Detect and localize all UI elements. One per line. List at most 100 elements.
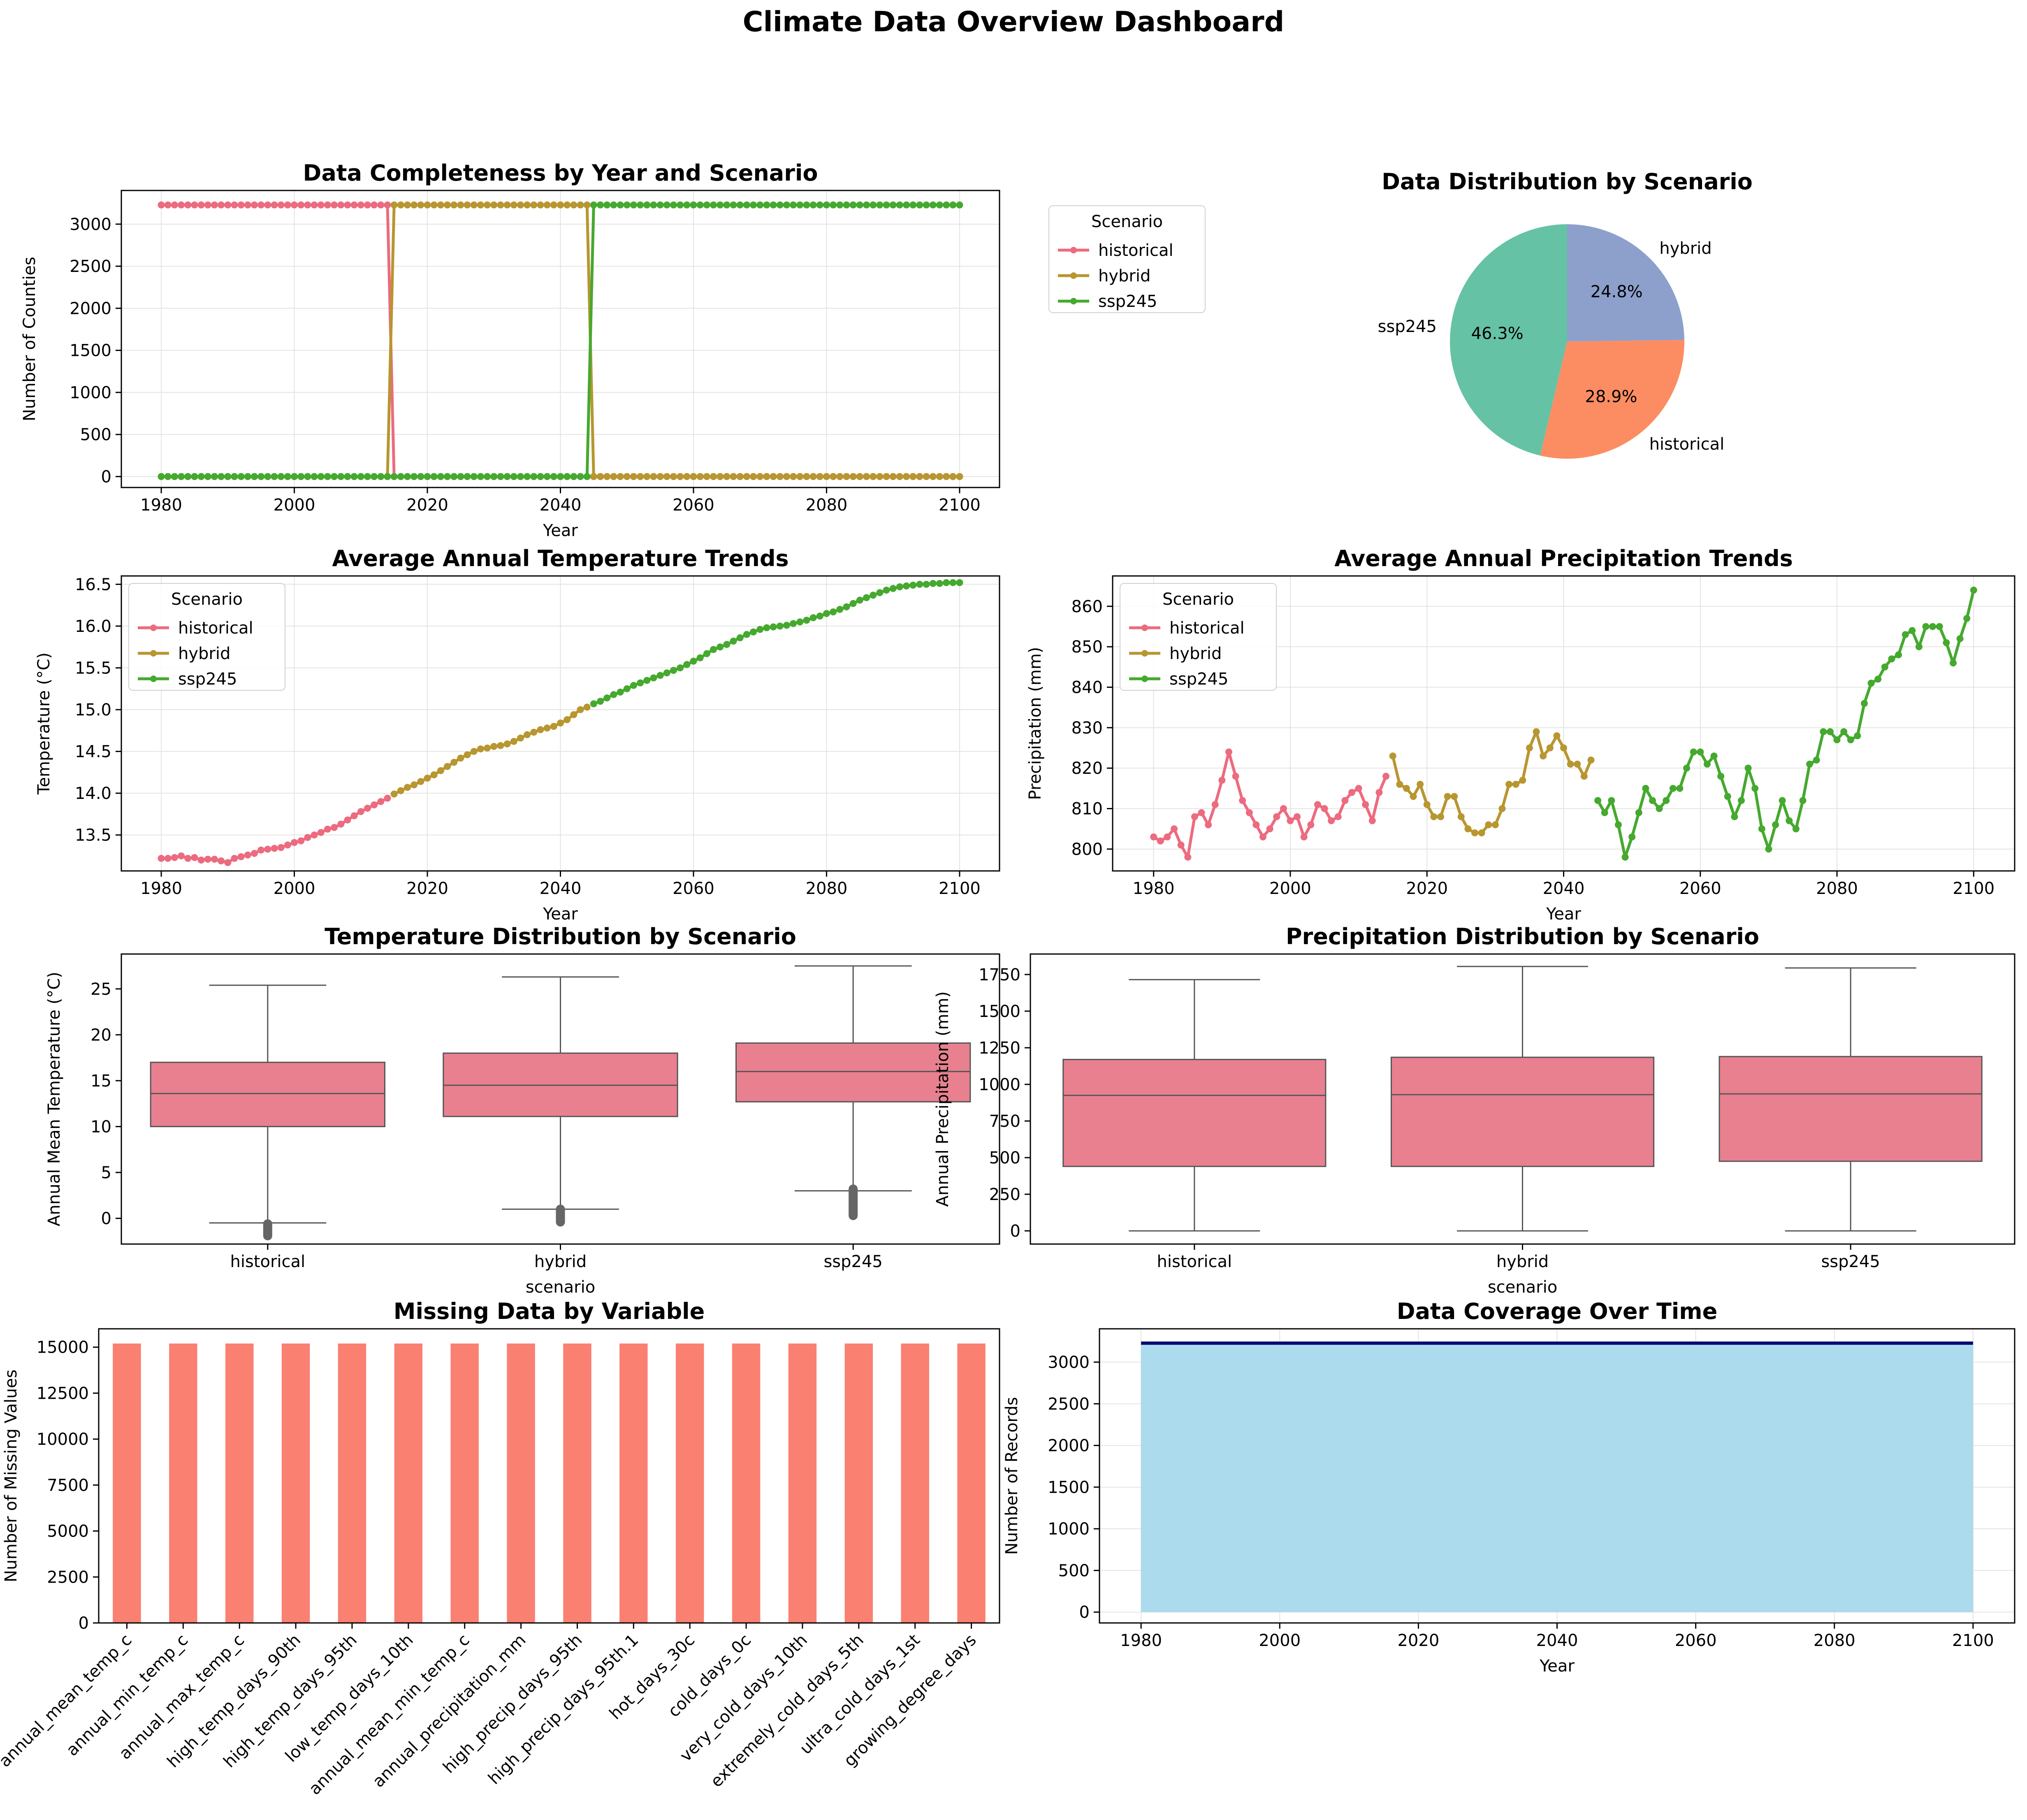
series-ssp245-point [1826,728,1834,736]
y-tick-label: 2500 [1048,1395,1090,1414]
series-ssp245-point [750,201,757,209]
x-tick-label: 2000 [274,496,315,515]
series-ssp245-point [1833,736,1841,743]
axes-frame [98,1328,1000,1624]
x-tick-label: hybrid [1496,1252,1549,1271]
series-ssp245-point [1915,643,1923,650]
series-ssp245-point [1594,797,1602,804]
series-hybrid-point [530,201,538,209]
box-ssp245 [1719,1056,1983,1162]
series-historical-point [304,201,311,209]
chart-pie-distribution: Data Distribution by Scenario 24.8% hybrid… [1378,169,1753,459]
x-tick-label: 2000 [1269,879,1311,898]
x-tick-label: 2040 [540,496,582,515]
series-hybrid-point [756,473,764,480]
series-ssp245-point [929,201,937,209]
y-tick-label: 850 [1071,638,1103,657]
series-ssp245-point [783,622,790,629]
series-hybrid-point [457,754,464,762]
series-hybrid-point [424,201,431,209]
series-ssp245-point [224,473,232,480]
legend-marker-historical [1070,247,1077,253]
series-ssp245-point [397,473,404,480]
series-ssp245-point [171,473,178,480]
bar-cold_days_0c [732,1343,761,1623]
series-ssp245-point [690,201,697,209]
series-historical-point [1307,821,1315,829]
chart-data-completeness: 0 500 1000 1500 2000 2500 3000 1980 2000 2020 2040… [20,160,1206,540]
series-historical-point [171,854,178,861]
series-ssp245-point [377,473,385,480]
series-hybrid-point [1512,781,1519,788]
axes-frame [121,190,1000,488]
y-tick-label: 12500 [37,1384,89,1403]
y-tick-label: 16.0 [75,617,111,636]
y-tick-label: 0 [101,467,111,486]
series-hybrid-point [430,771,438,778]
series-historical [161,797,388,864]
pie-slice-hybrid [1567,224,1684,341]
series-hybrid-point [643,473,651,480]
series-ssp245-point [1874,676,1882,683]
bar-annual_min_temp_c [169,1343,197,1623]
chart-title: Data Coverage Over Time [1397,1298,1717,1324]
y-tick-label: 15.0 [75,701,111,720]
series-ssp245-point [943,201,950,209]
series-ssp245-point [703,650,710,657]
series-hybrid-point [1478,829,1485,837]
series-ssp245-point [956,201,963,209]
series-historical-point [1341,797,1349,804]
series-ssp245-point [1909,627,1916,634]
y-tick-label: 1000 [70,383,111,402]
series-ssp245-point [510,473,517,480]
series-hybrid-point [464,201,471,209]
series-hybrid-point [583,201,591,209]
series-historical-point [304,834,311,841]
series-ssp245-point [1840,728,1848,736]
y-tick-label: 2500 [70,257,111,276]
series-ssp245-point [763,624,770,631]
legend-marker-hybrid [1141,650,1148,657]
chart-precipitation-trends: 800 810 820 830 840 850 860 1980 2000 2020 2040 206… [1026,546,2015,924]
series-historical-point [1245,809,1253,816]
series-historical-point [337,201,345,209]
series-ssp245-point [1765,845,1772,853]
series-ssp245-point [390,473,398,480]
series-ssp245-point [411,473,418,480]
series-historical-point [364,805,371,812]
series-ssp245-point [943,579,950,586]
series-ssp245-point [550,473,557,480]
series-hybrid-point [1423,801,1431,808]
chart-title: Average Annual Precipitation Trends [1334,546,1793,571]
series-ssp245-point [696,201,704,209]
y-tick-label: 10000 [37,1430,89,1449]
series-ssp245-point [643,201,651,209]
series-ssp245-point [284,473,291,480]
series-hybrid-point [690,473,697,480]
series-ssp245-point [809,614,817,622]
series-ssp245-point [870,592,877,599]
series-historical-point [197,201,205,209]
series-historical-point [1225,748,1232,756]
series-ssp245-point [297,473,305,480]
series-historical-point [1375,789,1383,796]
series-ssp245-point [231,473,238,480]
series-ssp245-point [717,643,724,651]
series-ssp245-point [1663,797,1670,804]
series-ssp245-point [896,583,903,590]
series-ssp245-point [830,608,837,615]
series-hybrid-point [1389,752,1396,760]
series-hybrid-point [557,719,564,727]
y-tick-label: 14.0 [75,784,111,803]
series-historical-point [271,201,278,209]
bar-low_temp_days_10th [394,1343,423,1623]
series-hybrid-point [1491,821,1499,829]
y-axis-label: Annual Precipitation (mm) [933,991,952,1207]
x-axis-label: scenario [526,1278,595,1297]
series-ssp245-point [590,700,597,708]
series-historical-point [1157,837,1164,845]
series-historical-point [237,201,245,209]
series-historical-point [350,201,358,209]
series-ssp245-point [803,201,810,209]
series-ssp245-point [836,606,844,613]
